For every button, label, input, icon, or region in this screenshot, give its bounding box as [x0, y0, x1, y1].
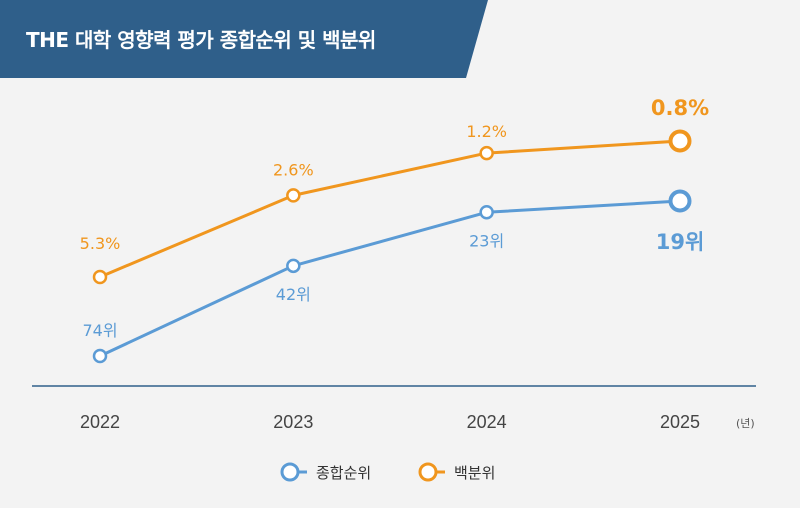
series-line-rank [99, 199, 681, 358]
x-tick-label-2023: 2023 [273, 412, 313, 432]
data-point-rank-2025 [668, 189, 692, 213]
data-point-percentile-2024 [479, 145, 494, 161]
data-label-percentile-2024: 1.2% [466, 122, 507, 141]
legend-marker-percentile [418, 462, 438, 482]
data-label-rank-2022: 74위 [82, 321, 117, 340]
x-tick-label-2024: 2024 [467, 412, 507, 432]
data-point-percentile-2022 [92, 269, 108, 285]
data-label-percentile-2022: 5.3% [80, 234, 121, 253]
data-label-rank-2025: 19위 [656, 230, 705, 254]
title-banner [0, 0, 488, 78]
legend-marker-rank [280, 462, 300, 482]
data-label-percentile-2025: 0.8% [651, 96, 709, 120]
data-point-rank-2023 [286, 258, 301, 274]
x-tick-label-2025: 2025 [660, 412, 700, 432]
legend-label-rank: 종합순위 [316, 464, 371, 482]
chart-title: THE 대학 영향력 평가 종합순위 및 백분위 [26, 28, 376, 52]
series-line-percentile [99, 139, 681, 279]
data-label-rank-2024: 23위 [469, 231, 504, 250]
data-point-percentile-2023 [286, 188, 301, 203]
legend: 종합순위 백분위 [280, 462, 495, 482]
data-point-rank-2022 [92, 348, 108, 364]
x-axis-unit: (년) [736, 417, 755, 430]
data-label-rank-2023: 42위 [276, 285, 311, 304]
x-tick-label-2022: 2022 [80, 412, 120, 432]
data-point-percentile-2025 [668, 129, 692, 153]
legend-label-percentile: 백분위 [454, 464, 495, 482]
data-label-percentile-2023: 2.6% [273, 160, 314, 179]
data-point-rank-2024 [479, 205, 494, 220]
